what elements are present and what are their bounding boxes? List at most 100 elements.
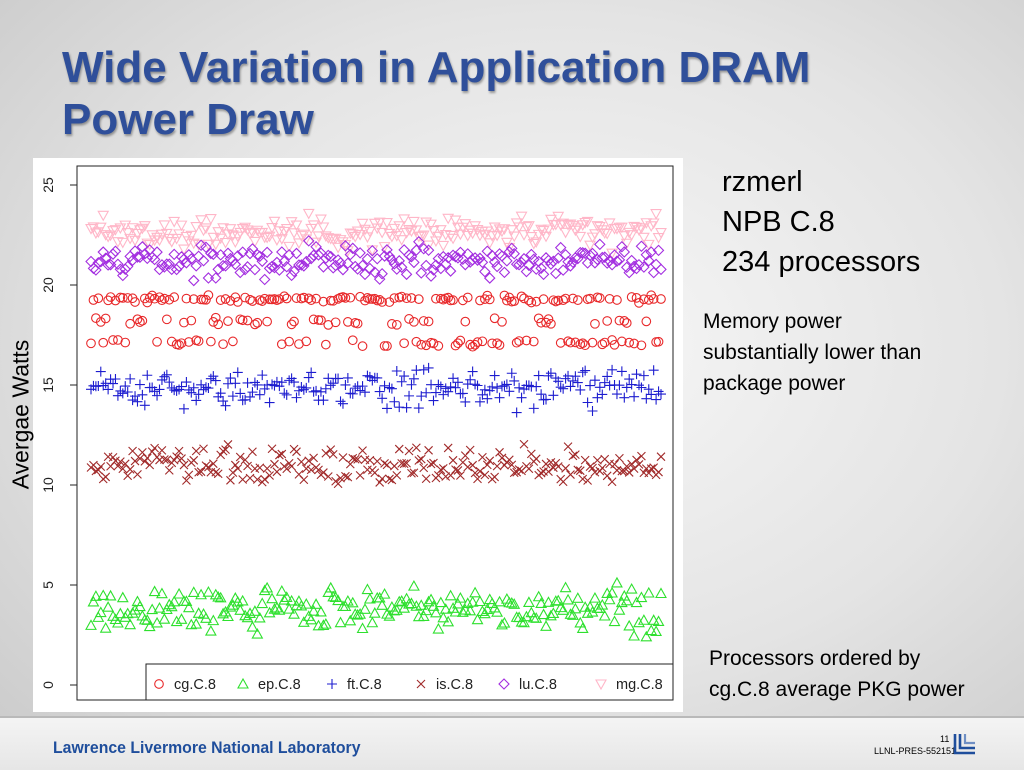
data-point	[384, 382, 395, 393]
data-point	[280, 591, 293, 602]
data-point	[564, 260, 577, 272]
order-note-line-1: Processors ordered by	[709, 647, 921, 670]
data-point	[116, 237, 129, 249]
data-point	[145, 460, 155, 470]
y-tick-label: 20	[40, 277, 56, 293]
data-point	[134, 251, 146, 263]
data-point	[90, 264, 102, 276]
data-point	[513, 258, 525, 271]
data-point	[419, 463, 429, 473]
data-point	[366, 244, 379, 257]
data-point	[527, 238, 540, 250]
data-point	[213, 469, 223, 479]
data-point	[341, 471, 350, 481]
data-point	[543, 314, 554, 324]
data-point	[266, 260, 278, 273]
data-point	[510, 258, 523, 271]
data-point	[460, 316, 471, 327]
data-point	[170, 263, 183, 276]
data-point	[169, 292, 180, 302]
data-point	[488, 256, 501, 268]
memory-note-line-2: substantially lower than	[703, 341, 922, 364]
data-point	[578, 474, 588, 484]
data-point	[218, 396, 229, 407]
data-point	[257, 370, 268, 381]
data-point	[498, 266, 511, 279]
data-point	[562, 593, 574, 605]
data-point	[505, 225, 518, 236]
data-point	[350, 454, 360, 464]
data-point	[293, 238, 305, 250]
data-point	[386, 383, 397, 394]
data-point	[291, 392, 302, 403]
data-point	[152, 390, 163, 401]
legend-marker	[498, 678, 510, 690]
data-point	[187, 238, 200, 250]
data-point	[593, 455, 602, 465]
data-point	[298, 292, 309, 303]
data-point	[640, 630, 653, 642]
llnl-logo-icon	[953, 734, 975, 755]
data-point	[241, 261, 254, 273]
data-point	[175, 220, 188, 232]
series-cg-C-8	[86, 290, 666, 352]
legend-box	[145, 663, 674, 701]
data-point	[85, 619, 97, 630]
data-point	[126, 223, 139, 234]
data-point	[465, 445, 475, 455]
data-point	[450, 340, 461, 351]
data-point	[400, 228, 413, 239]
data-point	[621, 382, 632, 393]
data-point	[570, 371, 581, 382]
data-point	[606, 586, 619, 598]
data-point	[597, 463, 607, 473]
data-point	[611, 576, 623, 588]
data-point	[157, 295, 167, 306]
data-point	[474, 252, 486, 265]
data-point	[132, 314, 143, 325]
data-point	[585, 293, 595, 304]
data-point	[491, 230, 504, 242]
data-point	[581, 607, 594, 618]
data-point	[238, 475, 248, 484]
data-point	[652, 244, 665, 257]
data-point	[125, 464, 135, 474]
data-point	[540, 620, 552, 631]
data-point	[438, 294, 449, 305]
data-point	[499, 290, 510, 301]
data-point	[493, 595, 506, 607]
data-point	[587, 337, 598, 348]
data-point	[568, 451, 578, 461]
data-point	[502, 295, 512, 306]
data-point	[351, 608, 364, 620]
data-point	[430, 606, 442, 618]
data-point	[339, 240, 352, 252]
data-point	[108, 378, 119, 389]
data-point	[363, 592, 376, 604]
data-point	[430, 387, 441, 398]
data-point	[159, 293, 170, 304]
data-point	[168, 595, 181, 607]
data-point	[589, 229, 601, 240]
data-point	[377, 297, 387, 307]
data-point	[228, 336, 238, 347]
legend-label: cg.C.8	[174, 677, 216, 693]
data-point	[219, 237, 232, 249]
data-point	[198, 384, 209, 395]
data-point	[567, 375, 578, 386]
data-point	[519, 293, 529, 304]
data-point	[242, 315, 253, 326]
data-point	[109, 245, 122, 258]
data-point	[456, 471, 465, 480]
data-point	[252, 379, 263, 390]
data-point	[127, 395, 138, 406]
data-point	[450, 382, 461, 393]
legend-marker	[416, 679, 426, 689]
data-point	[130, 391, 141, 402]
data-point	[483, 272, 496, 284]
data-point	[542, 254, 555, 267]
legend-label: ft.C.8	[347, 677, 382, 693]
data-point	[492, 461, 502, 471]
data-point	[411, 443, 421, 453]
data-point	[625, 230, 638, 241]
